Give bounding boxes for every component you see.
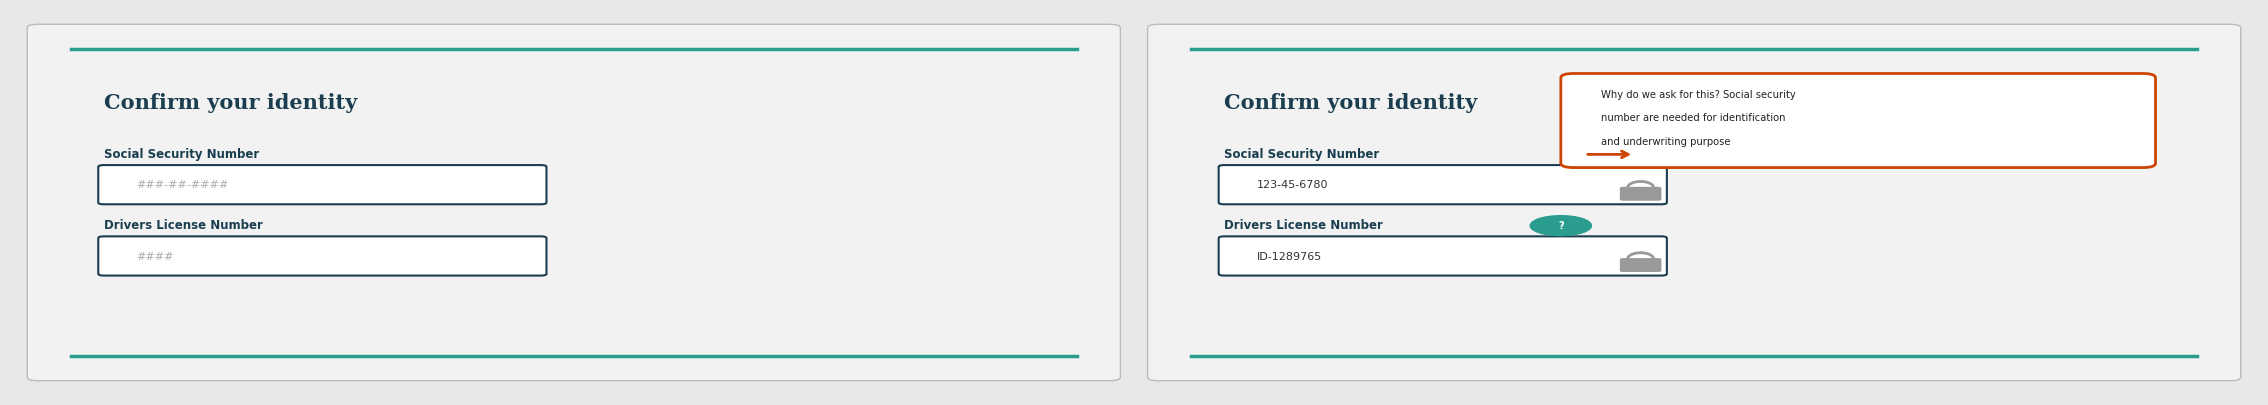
- Text: Why do we ask for this? Social security: Why do we ask for this? Social security: [1601, 90, 1796, 100]
- Text: Social Security Number: Social Security Number: [1225, 148, 1379, 161]
- Text: ?: ?: [1558, 221, 1563, 231]
- FancyBboxPatch shape: [1619, 187, 1662, 201]
- Text: and underwriting purpose: and underwriting purpose: [1601, 136, 1730, 147]
- FancyBboxPatch shape: [1560, 73, 2155, 168]
- Text: Confirm your identity: Confirm your identity: [1225, 93, 1476, 113]
- Text: Confirm your identity: Confirm your identity: [104, 93, 356, 113]
- Text: ?: ?: [1599, 149, 1603, 160]
- FancyBboxPatch shape: [1218, 237, 1667, 275]
- FancyBboxPatch shape: [98, 165, 547, 204]
- Text: Drivers License Number: Drivers License Number: [1225, 219, 1383, 232]
- Text: Social Security Number: Social Security Number: [104, 148, 259, 161]
- Text: ID-1289765: ID-1289765: [1256, 252, 1322, 262]
- Circle shape: [1531, 216, 1592, 236]
- Text: Drivers License Number: Drivers License Number: [104, 219, 263, 232]
- FancyBboxPatch shape: [1148, 24, 2241, 381]
- Text: ###-##-####: ###-##-####: [136, 180, 229, 190]
- Text: ####: ####: [136, 252, 175, 262]
- FancyBboxPatch shape: [98, 237, 547, 275]
- Text: number are needed for identification: number are needed for identification: [1601, 113, 1785, 124]
- Text: 123-45-6780: 123-45-6780: [1256, 180, 1329, 190]
- FancyBboxPatch shape: [1218, 165, 1667, 204]
- FancyBboxPatch shape: [1619, 258, 1662, 272]
- FancyBboxPatch shape: [27, 24, 1120, 381]
- Circle shape: [1572, 145, 1633, 164]
